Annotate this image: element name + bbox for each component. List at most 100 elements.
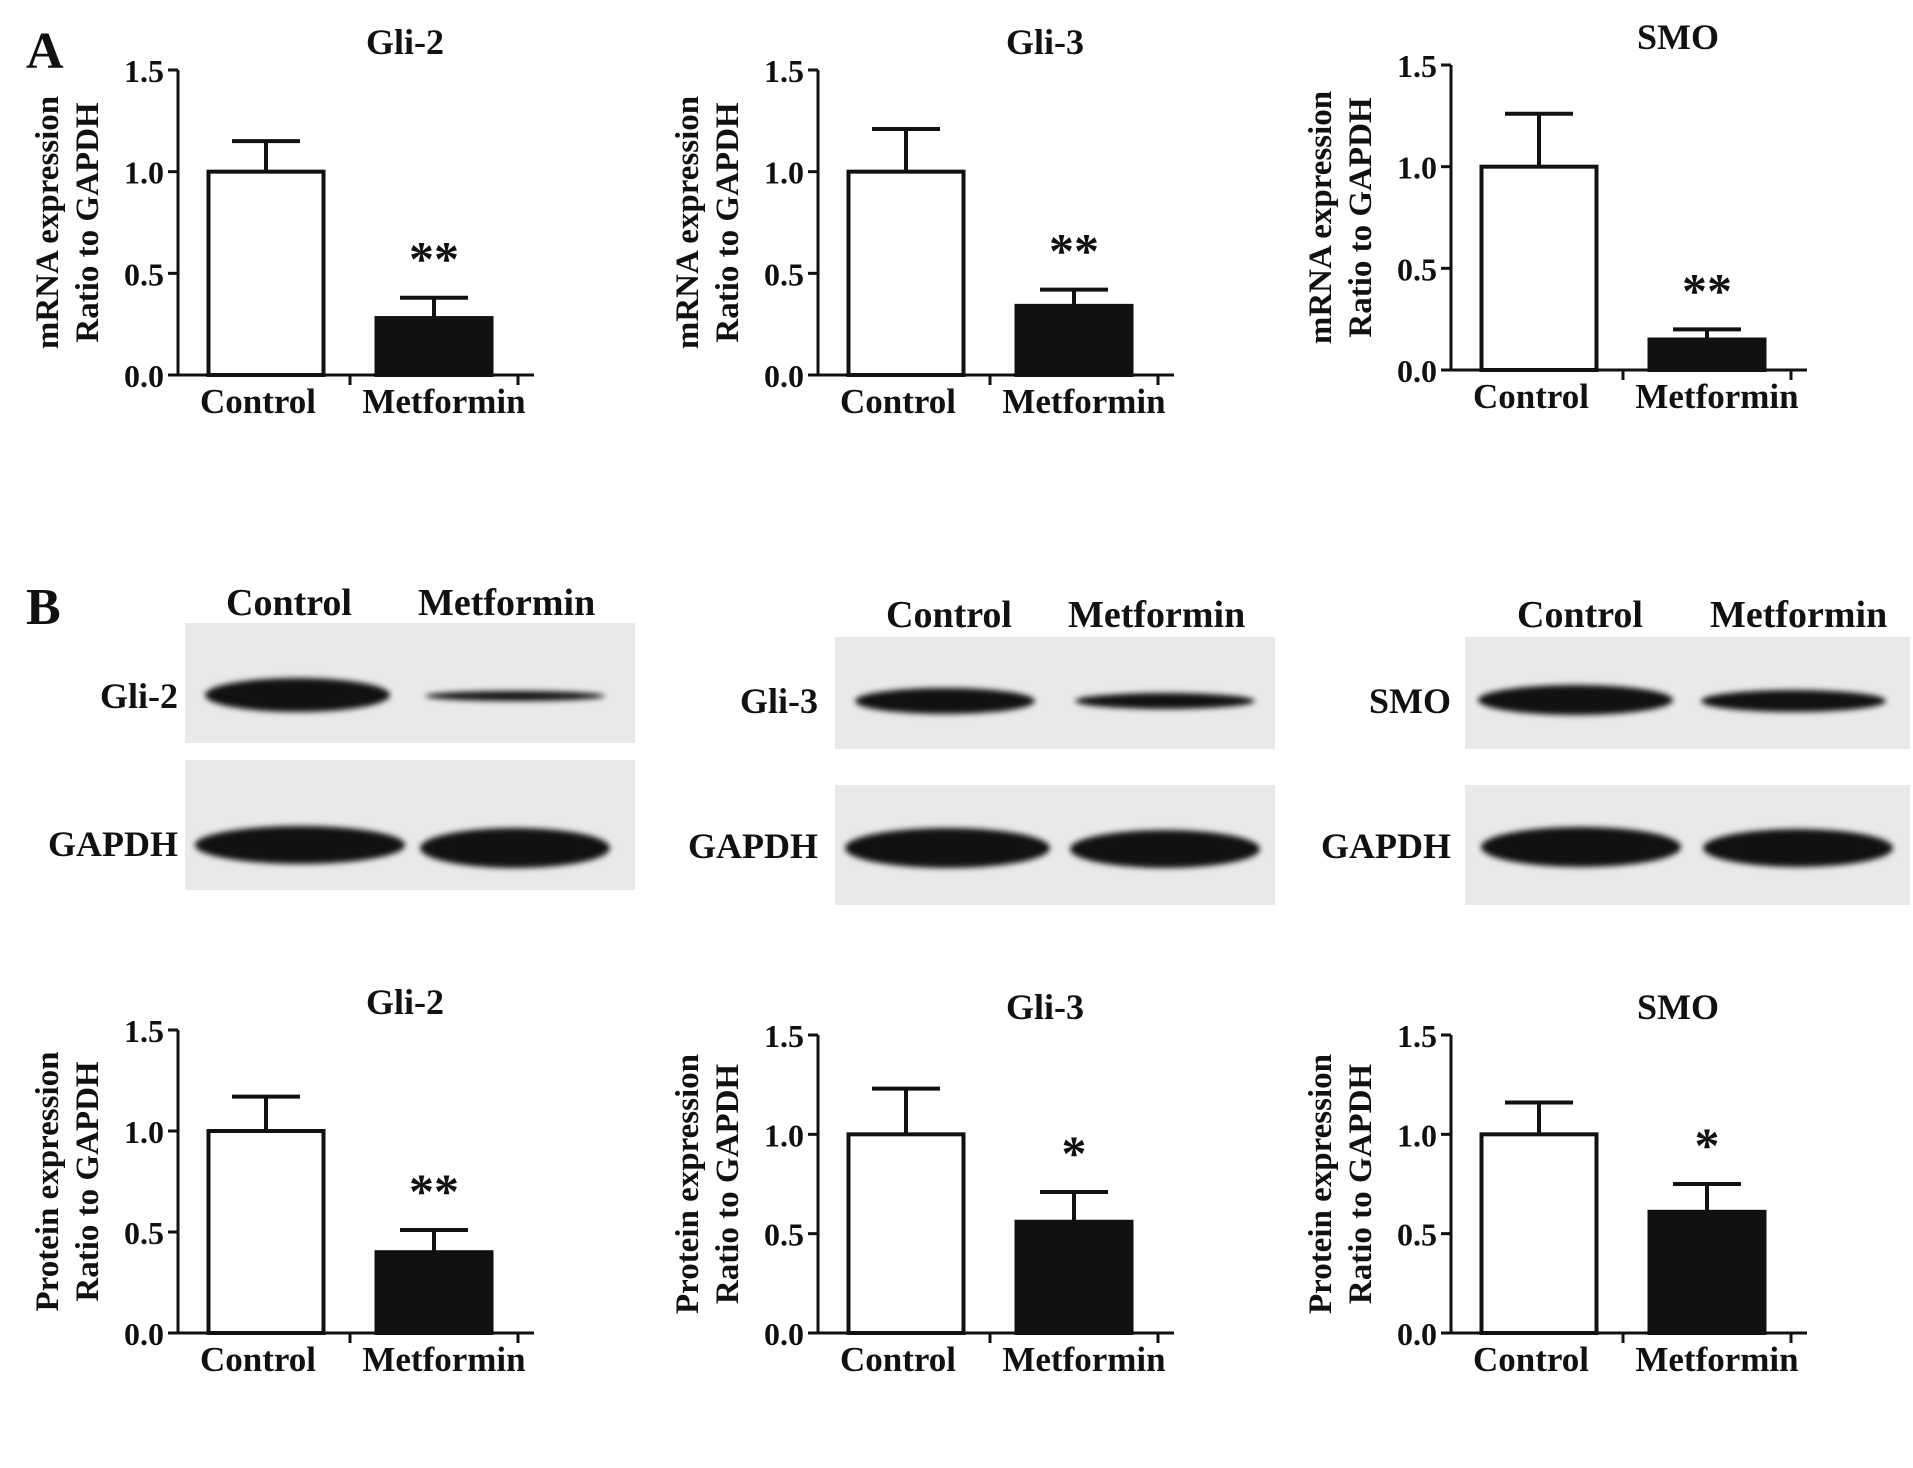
- band-loading-control: [845, 828, 1050, 868]
- y-tick-label: 0.0: [1397, 1316, 1437, 1352]
- bar-control: [206, 1129, 326, 1335]
- blot-target-label: Gli-3: [740, 681, 818, 721]
- x-category-label: Metformin: [1635, 377, 1798, 416]
- x-category-label: Metformin: [1002, 382, 1165, 421]
- band-target-control: [855, 688, 1035, 714]
- y-tick-label: 0.5: [1397, 1217, 1437, 1253]
- x-category-label: Control: [200, 382, 316, 421]
- y-tick-label: 0.5: [764, 256, 804, 292]
- bar-metformin: [1647, 337, 1767, 372]
- blot-target-label: Gli-2: [100, 676, 178, 716]
- significance-marker: **: [1049, 223, 1099, 279]
- x-category-label: Metformin: [362, 382, 525, 421]
- y-axis-label-line-1: Protein expression: [30, 1051, 66, 1311]
- band-target-control: [205, 678, 390, 712]
- y-tick-label: 1.5: [124, 1013, 164, 1049]
- y-axis-label-line-2: Ratio to GAPDH: [70, 1061, 106, 1301]
- bar-metformin: [1014, 1219, 1134, 1336]
- bar-metformin: [1014, 303, 1134, 377]
- y-axis-label-line-2: Ratio to GAPDH: [710, 1064, 746, 1304]
- x-category-label: Metformin: [1635, 1340, 1798, 1379]
- band-target-metformin: [425, 691, 605, 701]
- chart-title: Gli-3: [1006, 987, 1084, 1027]
- panel-label-a: A: [26, 23, 64, 80]
- y-tick-label: 1.5: [764, 1018, 804, 1054]
- bar-metformin: [374, 316, 494, 378]
- blot-loading-label: GAPDH: [48, 824, 178, 864]
- bar-metformin: [1647, 1209, 1767, 1336]
- chart-title: SMO: [1637, 987, 1719, 1027]
- y-tick-label: 0.5: [124, 1215, 164, 1251]
- lane-header-control: Control: [886, 594, 1012, 636]
- y-tick-label: 1.0: [764, 155, 804, 191]
- bar-control: [1479, 164, 1599, 372]
- blot-target-label: SMO: [1368, 681, 1451, 721]
- x-category-label: Metformin: [1002, 1340, 1165, 1379]
- blot-gli-3: Control Metformin Gli-3 GAPDH: [640, 575, 1280, 945]
- y-tick-label: 0.0: [1397, 353, 1437, 389]
- x-category-label: Metformin: [362, 1340, 525, 1379]
- mrna-chart-gli-3: Gli-3 mRNA expression Ratio to GAPDH 0.0 0.5…: [670, 22, 1174, 421]
- y-tick-label: 0.0: [764, 1316, 804, 1352]
- y-axis-label-line-1: mRNA expression: [30, 96, 66, 349]
- band-loading-metformin: [1070, 830, 1260, 868]
- y-axis-label-line-2: Ratio to GAPDH: [1343, 97, 1379, 337]
- significance-marker: *: [1062, 1125, 1087, 1181]
- bar-metformin: [374, 1250, 494, 1336]
- blot-loading-label: GAPDH: [1321, 826, 1451, 866]
- y-tick-label: 1.5: [1397, 48, 1437, 84]
- band-loading-control: [1481, 827, 1681, 867]
- x-category-label: Control: [200, 1340, 316, 1379]
- band-target-metformin: [1701, 690, 1886, 712]
- significance-marker: **: [1682, 262, 1732, 318]
- loading-band-strip: [185, 760, 635, 890]
- y-tick-label: 0.0: [124, 358, 164, 394]
- x-category-label: Control: [840, 1340, 956, 1379]
- panel-label-b: B: [26, 579, 61, 636]
- y-tick-label: 1.0: [1397, 150, 1437, 186]
- bar-control: [1479, 1132, 1599, 1335]
- y-axis-label-line-2: Ratio to GAPDH: [70, 102, 106, 342]
- chart-title: Gli-2: [366, 982, 444, 1022]
- band-loading-metformin: [1703, 829, 1893, 867]
- band-target-control: [1478, 685, 1673, 715]
- bar-control: [846, 1132, 966, 1335]
- chart-title: SMO: [1637, 17, 1719, 57]
- band-loading-metformin: [420, 828, 610, 868]
- y-tick-label: 0.0: [764, 358, 804, 394]
- y-tick-label: 1.5: [1397, 1018, 1437, 1054]
- bar-control: [206, 169, 326, 377]
- blot-smo: Control Metformin SMO GAPDH: [1273, 575, 1913, 945]
- protein-chart-smo: SMO Protein expression Ratio to GAPDH 0.0 0.…: [1303, 987, 1807, 1379]
- y-axis-label-line-1: Protein expression: [670, 1054, 706, 1314]
- y-tick-label: 0.5: [764, 1217, 804, 1253]
- lane-header-control: Control: [1517, 594, 1643, 636]
- chart-title: Gli-3: [1006, 22, 1084, 62]
- x-category-label: Control: [840, 382, 956, 421]
- lane-header-metformin: Metformin: [1068, 594, 1246, 636]
- x-category-label: Control: [1473, 377, 1589, 416]
- y-tick-label: 1.0: [1397, 1117, 1437, 1153]
- lane-header-metformin: Metformin: [1710, 594, 1888, 636]
- y-axis-label-line-1: Protein expression: [1303, 1054, 1339, 1314]
- mrna-chart-gli-2: Gli-2 mRNA expression Ratio to GAPDH 0.0 0.5…: [30, 22, 534, 421]
- lane-header-metformin: Metformin: [418, 582, 596, 624]
- bar-control: [846, 169, 966, 377]
- y-tick-label: 0.5: [124, 256, 164, 292]
- y-axis-label-line-1: mRNA expression: [1303, 91, 1339, 344]
- lane-header-control: Control: [226, 582, 352, 624]
- y-axis-label-line-2: Ratio to GAPDH: [1343, 1064, 1379, 1304]
- y-tick-label: 0.0: [124, 1316, 164, 1352]
- y-axis-label-line-2: Ratio to GAPDH: [710, 102, 746, 342]
- blot-loading-label: GAPDH: [688, 826, 818, 866]
- band-target-metformin: [1075, 693, 1255, 709]
- mrna-chart-smo: SMO mRNA expression Ratio to GAPDH 0.0 0.5 1.…: [1303, 17, 1807, 416]
- blot-gli-2: Control Metformin Gli-2 GAPDH: [0, 575, 640, 945]
- significance-marker: **: [409, 231, 459, 287]
- y-axis-label-line-1: mRNA expression: [670, 96, 706, 349]
- y-tick-label: 1.0: [124, 155, 164, 191]
- y-tick-label: 1.5: [124, 53, 164, 89]
- band-loading-control: [195, 826, 405, 864]
- protein-chart-gli-2: Gli-2 Protein expression Ratio to GAPDH 0.0…: [30, 982, 534, 1379]
- significance-marker: **: [409, 1163, 459, 1219]
